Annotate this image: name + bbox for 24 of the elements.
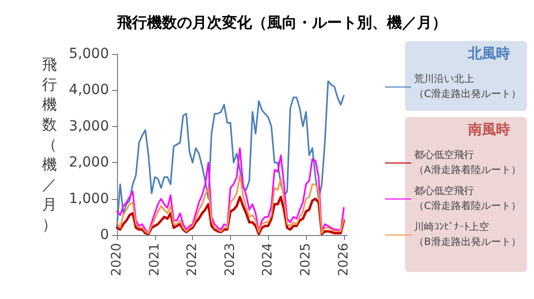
x-tick-label: 2026 (336, 243, 352, 276)
text: 北風時 (467, 46, 510, 62)
x-tick-label: 2023 (222, 243, 238, 276)
x-tick-label: 2022 (185, 243, 200, 276)
y-tick-label: 3,000 (68, 118, 109, 134)
line-series (116, 174, 345, 234)
legend-label: 都心低空飛行（C滑走路着陸ルート） (414, 185, 521, 212)
x-tick-label: 2021 (147, 243, 162, 276)
y-tick-label: 5,000 (68, 46, 109, 62)
line-series (116, 147, 345, 234)
line-series (116, 80, 345, 227)
x-tick-label: 2024 (260, 243, 276, 276)
text: 南風時 (467, 122, 510, 138)
y-tick-label: 2,000 (68, 154, 109, 171)
x-tick-label: 2025 (298, 243, 314, 276)
legend-label: 川崎ｺﾝﾋﾞﾅｰﾄ上空（B滑走路出発ルート） (414, 221, 521, 248)
text: 飛行機数（機／月） (42, 56, 57, 234)
chart-title: 飛行機数の月次変化（風向・ルート別、機／月） (116, 14, 447, 32)
legend-label: 荒川沿い北上（C滑走路出発ルート） (414, 73, 521, 100)
x-tick-label: 2020 (110, 243, 124, 276)
y-tick-label: 1,000 (68, 190, 109, 207)
legend-label: 都心低空飛行（A滑走路着陸ルート） (414, 149, 521, 176)
y-tick-label: 4,000 (68, 82, 109, 98)
y-tick-label: 0 (100, 227, 109, 243)
